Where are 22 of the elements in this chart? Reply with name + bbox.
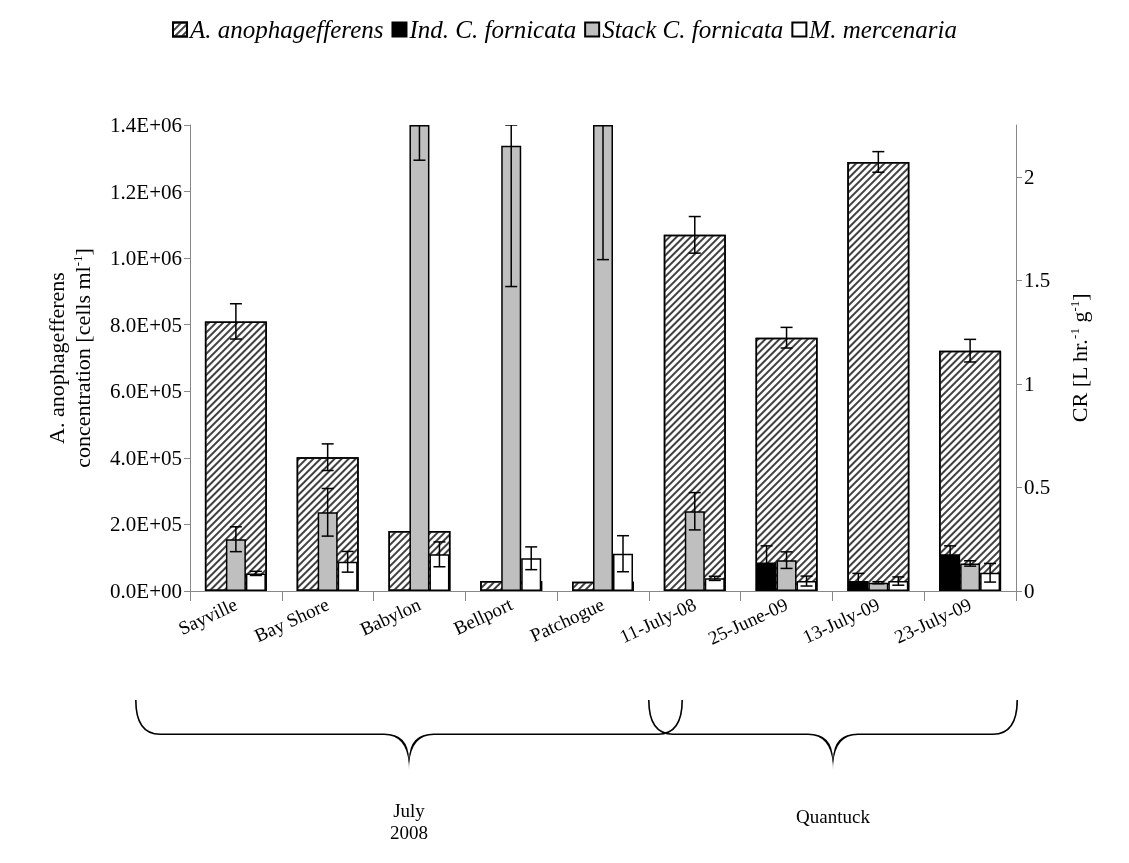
y2-tick-label: 1.5 [1024, 268, 1051, 293]
y2-axis-title: CR [L hr.-1 g-1] [1066, 293, 1092, 423]
y2-tick-label: 2 [1024, 164, 1035, 189]
y-tick-label: 2.0E+05 [110, 512, 182, 537]
legend-label: A. anophagefferens [187, 16, 384, 43]
x-tick-label: Bay Shore [251, 593, 333, 647]
text: Quantuck [795, 806, 871, 828]
y2-tick-label: 0.5 [1024, 475, 1051, 500]
y-tick-label: 1.0E+06 [110, 246, 182, 271]
legend-label: M. mercenaria [808, 16, 958, 43]
y2-tick-label: 0 [1024, 579, 1035, 603]
y-tick-label: 6.0E+05 [110, 379, 182, 404]
y-tick-label: 1.2E+06 [110, 179, 182, 204]
y-tick-label: 4.0E+05 [110, 445, 182, 470]
legend-label: Ind. C. fornicata [408, 16, 577, 43]
y-tick-label: 0.0E+00 [110, 579, 182, 603]
y-axis-title: A. anophagefferens concentration [cells ml-1] [43, 248, 95, 468]
y2-tick-label: 1 [1024, 371, 1035, 396]
y-tick-label: 1.4E+06 [110, 113, 182, 137]
y-tick-label: 8.0E+05 [110, 312, 182, 337]
text: July 2008 [389, 800, 429, 844]
legend-label: Stack C. fornicata [602, 16, 784, 43]
